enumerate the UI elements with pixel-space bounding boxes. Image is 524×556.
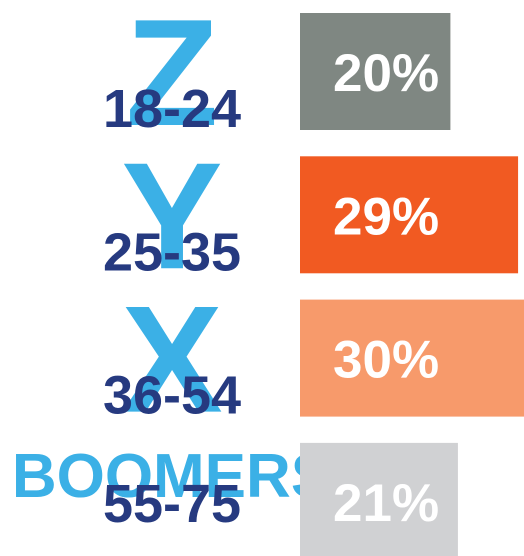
generation-label: Z	[126, 0, 219, 158]
age-range-label: 55-75	[103, 474, 241, 534]
value-label: 29%	[333, 187, 439, 246]
bar	[300, 442, 458, 556]
bar	[300, 13, 451, 130]
generation-label: BOOMERS	[12, 442, 332, 511]
age-range-label: 36-54	[103, 366, 241, 426]
bar	[300, 156, 519, 274]
generation-label: X	[121, 275, 222, 445]
age-range-label: 25-35	[103, 222, 241, 282]
value-label: 21%	[333, 474, 439, 533]
value-label: 20%	[333, 44, 439, 103]
generation-label: Y	[121, 131, 222, 301]
bar	[300, 299, 524, 417]
age-range-label: 18-24	[103, 79, 241, 139]
value-label: 30%	[333, 331, 439, 390]
